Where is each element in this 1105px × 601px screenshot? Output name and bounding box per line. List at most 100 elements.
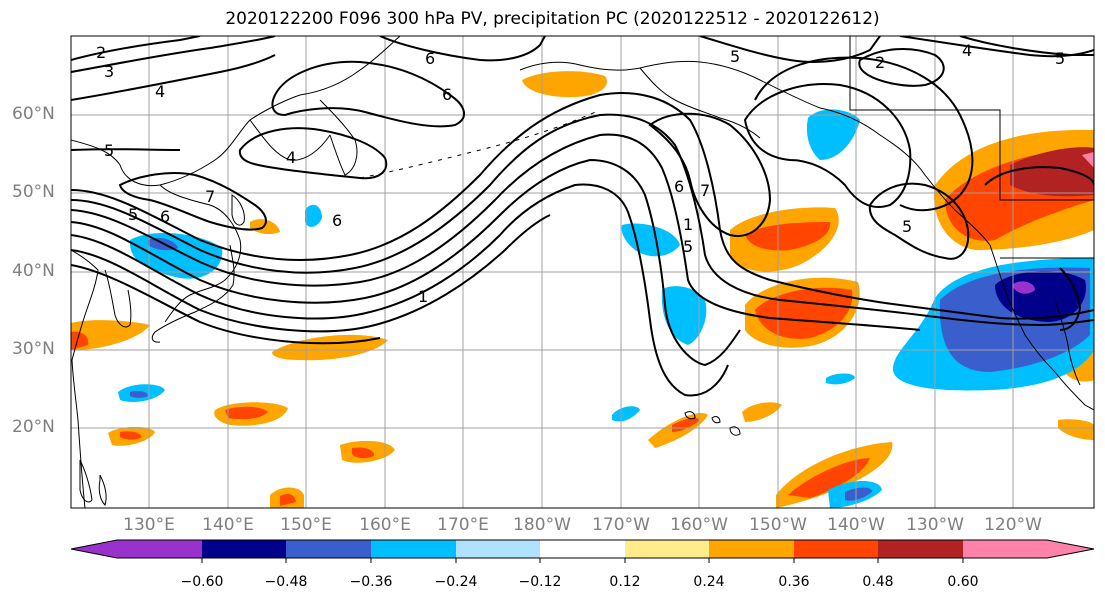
colorbar-segment xyxy=(878,540,963,558)
contour-label: 6 xyxy=(160,207,170,226)
colorbar-segment xyxy=(963,540,1047,558)
map-frame xyxy=(70,35,1095,509)
colorbar-tick-label: −0.60 xyxy=(180,574,224,590)
precip-positive-area xyxy=(745,222,831,251)
lat-label-20n: 20°N xyxy=(12,417,55,437)
lon-label: 140°W xyxy=(827,515,885,535)
figure-title: 2020122200 F096 300 hPa PV, precipitatio… xyxy=(225,9,880,29)
colorbar-tick-label: 0.24 xyxy=(693,574,725,590)
contour-label: 4 xyxy=(286,148,296,167)
contour-label: 1 xyxy=(418,287,428,306)
coastline xyxy=(519,60,991,246)
pv-contour xyxy=(379,36,546,62)
precip-positive-area xyxy=(788,458,870,498)
pv-contour xyxy=(71,113,1094,327)
coastline xyxy=(71,36,401,187)
coastline xyxy=(729,426,741,436)
precip-negative-area xyxy=(612,406,640,422)
pv-contour xyxy=(858,48,945,87)
pv-contour xyxy=(71,133,921,331)
contour-label: 6 xyxy=(674,177,684,196)
contour-label: 5 xyxy=(1055,49,1065,68)
colorbar-tick-label: 0.48 xyxy=(862,574,894,590)
precip-positive-area xyxy=(280,494,296,506)
contour-label: 1 xyxy=(683,215,693,234)
colorbar-segment xyxy=(456,540,540,558)
colorbar-tick-label: 0.36 xyxy=(778,574,810,590)
coastline xyxy=(79,459,93,503)
coastline xyxy=(319,99,358,176)
coastline xyxy=(639,67,761,139)
pv-contour xyxy=(959,36,1094,56)
precip-negative-area xyxy=(1012,281,1035,294)
precip-positive-area xyxy=(352,447,375,459)
contour-label: 5 xyxy=(683,237,693,256)
contour-label: 4 xyxy=(155,82,165,101)
precip-positive-area xyxy=(1082,152,1094,168)
colorbar xyxy=(70,539,1095,563)
pv-contour xyxy=(71,183,729,397)
precip-positive-area xyxy=(71,331,89,350)
coastline xyxy=(151,244,235,343)
pv-contour xyxy=(699,36,881,63)
colorbar-tick-label: −0.12 xyxy=(518,574,562,590)
colorbar-tick-label: 0.60 xyxy=(947,574,979,590)
colorbar-tick-label: 0.12 xyxy=(609,574,641,590)
precip-positive-area xyxy=(120,431,142,440)
lon-label: 130°W xyxy=(906,515,964,535)
contour-label: 6 xyxy=(425,49,435,68)
precip-positive-area xyxy=(1058,419,1094,440)
lon-label: 150°E xyxy=(280,515,332,535)
pv-contours xyxy=(71,36,1094,397)
colorbar-segment xyxy=(117,540,202,558)
lon-label: 170°W xyxy=(592,515,650,535)
coastline xyxy=(104,269,132,328)
precip-negative-area xyxy=(661,286,707,345)
pv-contour xyxy=(648,112,772,237)
lon-label: 160°W xyxy=(670,515,728,535)
pv-contour xyxy=(71,92,1094,320)
colorbar-ticks xyxy=(201,558,964,563)
pv-contour xyxy=(71,158,741,367)
contour-label: 3 xyxy=(104,62,114,81)
precip-negative-area xyxy=(826,373,855,385)
contour-label: 7 xyxy=(205,187,215,206)
precip-negative-area xyxy=(130,391,148,398)
contour-label: 6 xyxy=(442,85,452,104)
lon-label: 150°W xyxy=(749,515,807,535)
boundary xyxy=(849,36,1094,201)
pv-contour xyxy=(868,182,970,260)
contour-label: 2 xyxy=(96,43,106,62)
lat-label-40n: 40°N xyxy=(12,261,55,281)
lon-label: 140°E xyxy=(202,515,254,535)
colorbar-tick-label: −0.36 xyxy=(349,574,393,590)
colorbar-segment xyxy=(625,540,709,558)
coastline xyxy=(1054,299,1081,386)
precip-positive-area xyxy=(742,402,782,422)
coastlines xyxy=(71,36,1094,508)
coastline xyxy=(159,184,242,323)
pv-contour xyxy=(71,54,276,101)
pv-contour xyxy=(271,60,465,128)
colorbar-segment xyxy=(202,540,286,558)
precip-negative-area xyxy=(845,487,872,501)
coastline xyxy=(684,411,696,420)
colorbar-segment xyxy=(540,540,625,558)
coastline xyxy=(231,194,245,226)
precip-positive-area xyxy=(250,219,280,235)
pv-contour xyxy=(238,127,388,180)
coastline xyxy=(359,109,601,179)
precip-positive-area xyxy=(522,71,607,98)
precip-negative-area xyxy=(305,204,322,227)
pv-contour xyxy=(71,214,551,333)
contour-label: 5 xyxy=(902,217,912,236)
pv-contour xyxy=(71,36,276,73)
coastline xyxy=(711,416,721,424)
colorbar-segment xyxy=(709,540,794,558)
coastline xyxy=(989,244,1094,411)
precip-positive-area xyxy=(71,320,150,350)
lat-label-50n: 50°N xyxy=(12,182,55,202)
colorbar-outline xyxy=(70,539,1095,559)
lat-label-60n: 60°N xyxy=(12,104,55,124)
contour-label: 7 xyxy=(700,181,710,200)
